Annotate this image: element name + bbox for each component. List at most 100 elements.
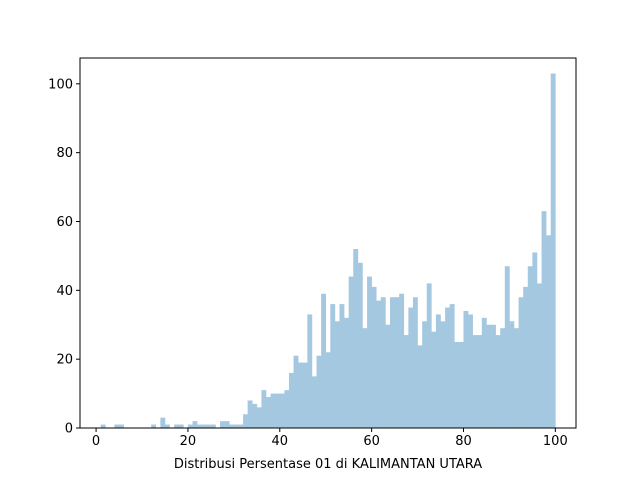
y-axis-ticks: 0 20 40 60 80 100 <box>48 77 80 437</box>
histogram-bar <box>357 262 363 428</box>
histogram-bar <box>270 393 276 428</box>
histogram-bar <box>481 317 487 428</box>
histogram-bar <box>550 73 556 429</box>
histogram-bar <box>192 421 198 428</box>
histogram-bar <box>224 421 230 428</box>
histogram-bar <box>514 328 519 428</box>
histogram-bar <box>288 372 294 428</box>
histogram-bar <box>206 424 212 428</box>
y-tick-label: 20 <box>56 353 73 368</box>
histogram-bar <box>261 390 267 428</box>
y-tick-label: 0 <box>65 422 73 437</box>
histogram-bar <box>325 352 331 428</box>
y-tick-label: 100 <box>48 77 73 92</box>
histogram-bar <box>119 424 124 428</box>
histogram-bar <box>408 307 414 428</box>
histogram-bar <box>486 324 492 428</box>
histogram-bar <box>100 424 106 428</box>
histogram-bar <box>344 317 349 428</box>
histogram-bar <box>417 345 423 428</box>
histogram-bar <box>523 286 529 428</box>
histogram-bar <box>321 293 326 428</box>
histogram-bar <box>238 424 244 428</box>
x-tick-label: 80 <box>455 434 472 449</box>
histogram-bar <box>160 417 166 428</box>
histogram-bar <box>339 304 345 428</box>
x-tick-label: 40 <box>272 434 289 449</box>
histogram-bar <box>399 293 405 428</box>
x-axis-ticks: 0 20 40 60 80 100 <box>92 428 568 449</box>
x-tick-label: 60 <box>363 434 380 449</box>
x-axis-label: Distribusi Persentase 01 di KALIMANTAN U… <box>174 457 482 472</box>
x-tick-label: 100 <box>543 434 568 449</box>
histogram-bar <box>380 297 386 428</box>
histogram-bar <box>284 390 290 428</box>
histogram-bar <box>394 297 400 428</box>
histogram-bar <box>504 266 510 428</box>
histogram-bar <box>187 424 193 428</box>
histogram-bar <box>477 335 483 428</box>
histogram-bar <box>252 403 258 428</box>
histogram-bar <box>431 331 437 428</box>
histogram-bar <box>422 321 428 428</box>
histogram-bar <box>385 324 391 428</box>
histogram-bar <box>316 355 322 428</box>
histogram-bar <box>243 414 248 428</box>
histogram-bar <box>449 304 455 428</box>
histogram-bar <box>546 235 552 428</box>
histogram-bar <box>367 276 372 428</box>
histogram-bar <box>247 400 253 428</box>
histogram-bar <box>458 341 464 428</box>
histogram-bar <box>527 266 533 428</box>
histogram-bar <box>532 252 538 428</box>
histogram-bar <box>307 314 313 428</box>
histogram-bar <box>256 407 262 428</box>
y-tick-label: 40 <box>56 284 73 299</box>
histogram-bar <box>536 283 542 428</box>
histogram-bar <box>178 424 184 428</box>
histogram-bar <box>279 393 285 428</box>
histogram-bar <box>390 297 395 428</box>
histogram-bar <box>201 424 207 428</box>
histogram-bar <box>348 276 354 428</box>
histogram-bar <box>151 424 157 428</box>
histogram-bar <box>298 362 304 428</box>
histogram-bar <box>293 355 299 428</box>
histogram-bar <box>472 335 478 428</box>
x-tick-label: 0 <box>92 434 100 449</box>
histogram-bar <box>197 424 202 428</box>
histogram-bar <box>509 321 515 428</box>
histogram-bar <box>500 328 506 428</box>
x-tick-label: 20 <box>180 434 197 449</box>
histogram-bar <box>233 424 239 428</box>
histogram-bar <box>435 314 441 428</box>
histogram-bar <box>541 211 547 428</box>
histogram-bar <box>403 335 409 428</box>
histogram-bar <box>454 341 460 428</box>
histogram-bar <box>210 424 216 428</box>
histogram-bar <box>353 249 359 428</box>
plot-frame <box>79 57 577 429</box>
histogram-bar <box>463 310 469 428</box>
histogram-bar <box>334 321 340 428</box>
histogram-bar <box>518 297 524 428</box>
histogram-bar <box>495 335 501 428</box>
histogram-bar <box>445 307 450 428</box>
histogram-bar <box>311 376 317 428</box>
histogram-bar <box>376 300 382 428</box>
histogram-bar <box>164 424 170 428</box>
histogram-bar <box>491 324 496 428</box>
histogram-bar <box>275 393 281 428</box>
histogram-bar <box>302 362 308 428</box>
histogram-bar <box>330 304 336 428</box>
histogram-bar <box>229 424 235 428</box>
histogram-bar <box>174 424 180 428</box>
histogram-bar <box>426 283 432 428</box>
histogram-bar <box>468 314 473 428</box>
histogram-bar <box>440 321 446 428</box>
histogram-bars <box>100 73 556 429</box>
y-tick-label: 80 <box>56 146 73 161</box>
histogram-bar <box>220 421 225 428</box>
y-tick-label: 60 <box>56 215 73 230</box>
